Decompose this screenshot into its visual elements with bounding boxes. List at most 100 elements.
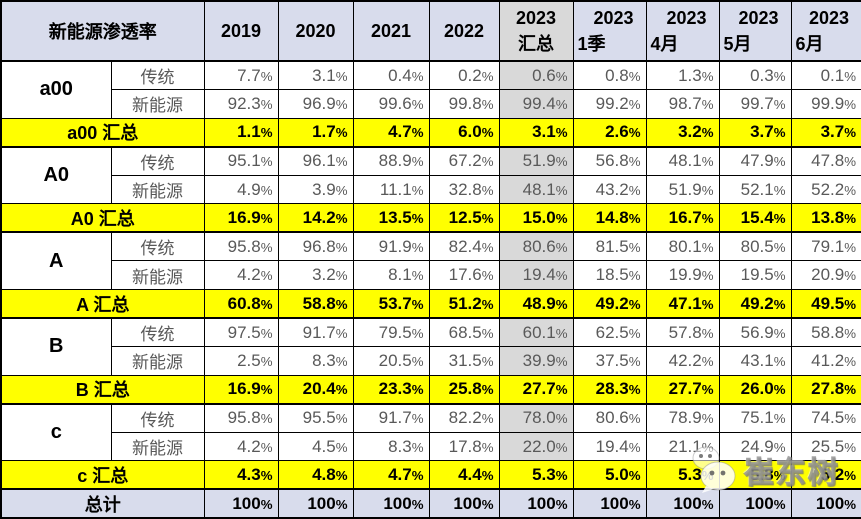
data-cell: 12.5% [428, 203, 500, 234]
data-cell: 47.8% [790, 145, 861, 176]
data-cell: 27.8% [790, 374, 861, 405]
data-cell: 48.1% [498, 174, 574, 205]
table-row: B 传统 97.5% 91.7% 79.5% 68.5% 60.1% 62.5% 57.8% 56… [0, 317, 861, 376]
data-cell: 100% [645, 488, 720, 519]
group-label: a00 [0, 59, 112, 119]
data-cell: 100% [352, 488, 430, 519]
type-label: 传统 [110, 60, 205, 91]
data-cell: 14.2% [277, 203, 354, 234]
data-cell: 48.1% [645, 145, 720, 176]
data-cell: 58.8% [277, 289, 354, 320]
type-label: 新能源 [110, 346, 205, 376]
data-cell: 19.9% [645, 260, 720, 290]
data-cell: 3.7% [718, 117, 792, 148]
column-header: 2022 [428, 0, 500, 62]
data-cell: 13.5% [352, 203, 430, 234]
data-cell: 47.1% [645, 289, 720, 320]
type-label: 传统 [110, 402, 205, 433]
data-cell: 0.3% [718, 60, 792, 91]
summary-label: a00 汇总 [0, 117, 205, 148]
summary-label: B 汇总 [0, 374, 205, 405]
data-cell: 27.7% [498, 374, 574, 405]
data-cell: 5.8% [718, 460, 792, 491]
summary-row: c 汇总 4.3% 4.8% 4.7% 4.4% 5.3% 5.0% 5.3% 5.8% 5.2% [0, 460, 861, 491]
data-cell: 1.1% [203, 117, 279, 148]
data-cell: 88.9% [352, 145, 430, 176]
data-cell: 3.9% [277, 174, 354, 205]
group-label: B [0, 317, 112, 376]
data-cell: 62.5% [572, 317, 647, 348]
column-header: 2023 汇总 [498, 0, 574, 62]
data-cell: 80.5% [718, 231, 792, 262]
data-cell: 17.8% [428, 431, 500, 462]
data-cell: 80.6% [498, 231, 574, 262]
column-header: 2021 [352, 0, 430, 62]
data-cell: 2.6% [572, 117, 647, 148]
data-cell: 91.7% [352, 402, 430, 433]
data-cell: 5.0% [572, 460, 647, 491]
data-cell: 100% [498, 488, 574, 519]
data-cell: 95.8% [203, 231, 279, 262]
data-cell: 75.1% [718, 402, 792, 433]
data-cell: 100% [203, 488, 279, 519]
data-cell: 4.2% [203, 431, 279, 462]
data-cell: 58.8% [790, 317, 861, 348]
data-cell: 99.8% [428, 89, 500, 119]
type-label: 新能源 [110, 89, 205, 119]
data-cell: 51.2% [428, 289, 500, 320]
data-cell: 3.1% [498, 117, 574, 148]
type-label: 新能源 [110, 431, 205, 462]
data-cell: 78.0% [498, 402, 574, 433]
summary-label: A0 汇总 [0, 203, 205, 234]
data-cell: 57.8% [645, 317, 720, 348]
data-cell: 43.1% [718, 346, 792, 376]
data-cell: 3.7% [790, 117, 861, 148]
data-cell: 92.3% [203, 89, 279, 119]
data-cell: 27.7% [645, 374, 720, 405]
data-cell: 18.5% [572, 260, 647, 290]
data-cell: 43.2% [572, 174, 647, 205]
page-title: 新能源渗透率 [0, 0, 205, 62]
data-cell: 96.9% [277, 89, 354, 119]
data-cell: 51.9% [498, 145, 574, 176]
data-cell: 20.9% [790, 260, 861, 290]
table-row: 新能源 4.2% 4.5% 8.3% 17.8% 22.0% 19.4% 21.1% 24.9%… [1, 431, 861, 462]
data-cell: 0.6% [498, 60, 574, 91]
column-header: 2020 [277, 0, 354, 62]
column-header: 2023 1季 [572, 0, 647, 62]
data-cell: 49.2% [718, 289, 792, 320]
data-cell: 25.8% [428, 374, 500, 405]
data-cell: 23.3% [352, 374, 430, 405]
data-cell: 98.7% [645, 89, 720, 119]
data-cell: 32.8% [428, 174, 500, 205]
data-cell: 60.1% [498, 317, 574, 348]
data-cell: 100% [428, 488, 500, 519]
data-cell: 99.9% [790, 89, 861, 119]
data-cell: 39.9% [498, 346, 574, 376]
data-cell: 80.1% [645, 231, 720, 262]
data-cell: 56.8% [572, 145, 647, 176]
data-cell: 5.3% [498, 460, 574, 491]
data-cell: 19.4% [572, 431, 647, 462]
data-cell: 95.1% [203, 145, 279, 176]
data-cell: 49.5% [790, 289, 861, 320]
data-cell: 17.6% [428, 260, 500, 290]
data-cell: 14.8% [572, 203, 647, 234]
data-cell: 4.4% [428, 460, 500, 491]
data-cell: 13.8% [790, 203, 861, 234]
data-cell: 96.1% [277, 145, 354, 176]
data-cell: 21.1% [645, 431, 720, 462]
data-cell: 16.9% [203, 374, 279, 405]
column-header: 2023 5月 [718, 0, 792, 62]
data-cell: 82.4% [428, 231, 500, 262]
data-cell: 99.6% [352, 89, 430, 119]
type-label: 新能源 [110, 260, 205, 290]
data-cell: 0.8% [572, 60, 647, 91]
data-cell: 82.2% [428, 402, 500, 433]
data-cell: 0.4% [352, 60, 430, 91]
data-cell: 4.8% [277, 460, 354, 491]
data-cell: 99.7% [718, 89, 792, 119]
column-header: 2023 4月 [645, 0, 720, 62]
data-cell: 4.7% [352, 117, 430, 148]
data-cell: 19.4% [498, 260, 574, 290]
